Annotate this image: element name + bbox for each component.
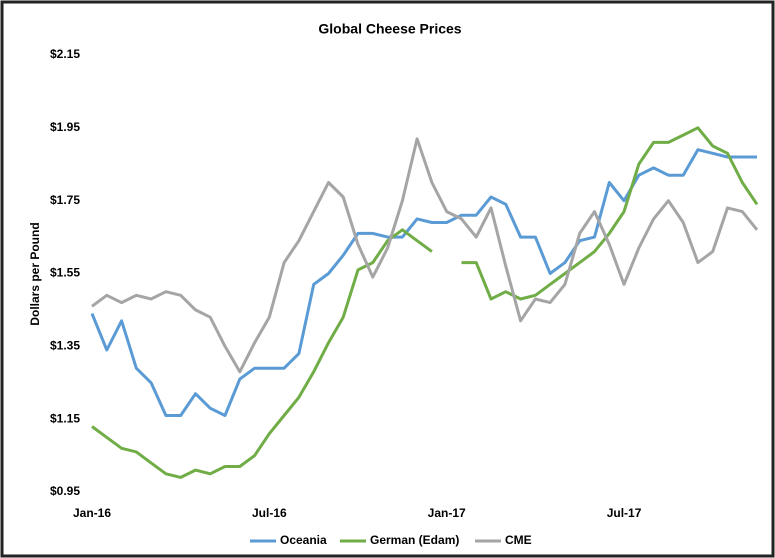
x-tick-label: Jul-17 [607,506,642,520]
y-tick-label: $1.95 [50,120,80,134]
legend-label: CME [505,533,532,547]
y-axis-title: Dollars per Pound [28,222,42,325]
series-line [91,137,759,374]
y-tick-label: $0.95 [50,484,80,498]
x-tick-label: Jan-17 [428,506,466,520]
series-line [90,148,757,417]
series-line [91,126,759,479]
legend-label: Oceania [280,533,327,547]
x-tick-label: Jul-16 [252,506,287,520]
y-tick-label: $1.15 [50,411,80,425]
y-tick-label: $2.15 [50,47,80,61]
y-tick-label: $1.75 [50,193,80,207]
y-tick-label: $1.55 [50,266,80,280]
legend-label: German (Edam) [370,533,459,547]
chart-title: Global Cheese Prices [318,21,461,37]
y-tick-label: $1.35 [50,339,80,353]
x-tick-label: Jan-16 [73,506,111,520]
